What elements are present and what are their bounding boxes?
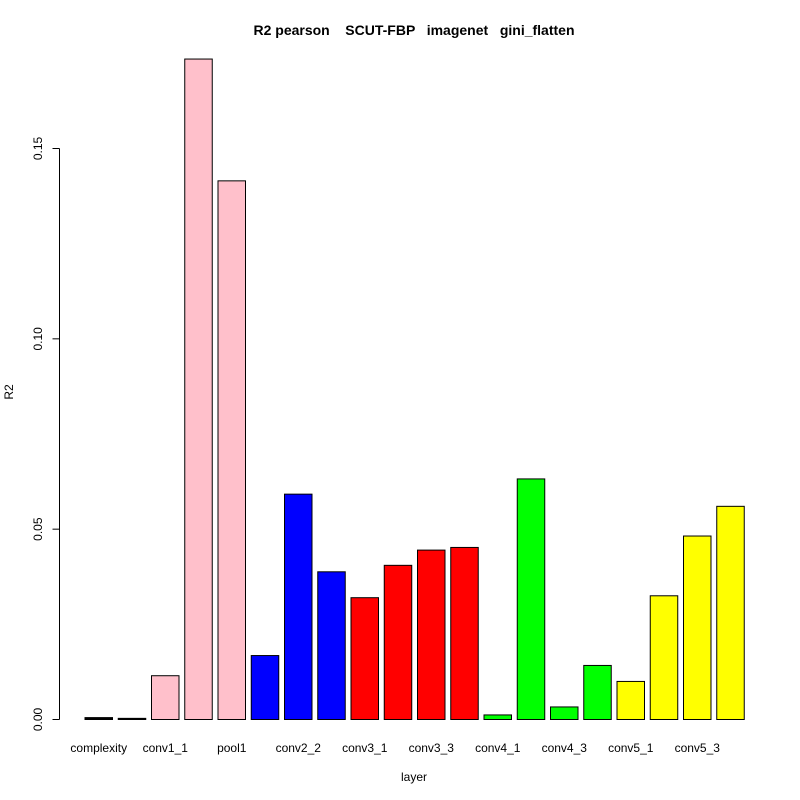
y-tick-label: 0.05 [31, 517, 45, 541]
bar [383, 564, 413, 721]
x-axis-label: layer [401, 770, 427, 784]
bar [184, 58, 213, 720]
bar [417, 549, 446, 720]
y-tick-label: 0.10 [31, 327, 45, 351]
bar [450, 546, 479, 720]
x-tick-label: conv3_3 [409, 741, 455, 755]
bar [250, 655, 280, 720]
bar [616, 680, 645, 721]
bar [284, 493, 313, 720]
bar [716, 505, 745, 720]
bar [317, 571, 346, 720]
x-tick-labels: complexity conv1_1 pool1 conv2_2 conv3_1 conv… [70, 741, 720, 755]
bar [550, 706, 579, 720]
x-tick-label: conv5_1 [608, 741, 654, 755]
chart-title: R2 pearson SCUT-FBP imagenet gini_flatte… [253, 22, 574, 38]
x-tick-label: conv1_1 [143, 741, 189, 755]
bar [151, 675, 180, 720]
bar [217, 180, 246, 720]
x-tick-label: conv5_3 [675, 741, 721, 755]
x-tick-label: pool1 [217, 741, 247, 755]
x-tick-label: conv2_2 [276, 741, 322, 755]
bar [649, 595, 679, 720]
bar [350, 597, 379, 720]
x-tick-label: conv4_3 [542, 741, 588, 755]
x-tick-label: complexity [70, 741, 127, 755]
bar [516, 478, 546, 720]
x-tick-label: conv3_1 [342, 741, 388, 755]
x-tick-label: conv4_1 [475, 741, 521, 755]
bar [483, 714, 512, 721]
y-axis: 0.00 0.05 0.10 0.15 [31, 136, 60, 731]
y-axis-label: R2 [2, 384, 16, 400]
y-tick-label: 0.00 [31, 707, 45, 731]
bar [117, 717, 147, 720]
bar [583, 664, 612, 720]
bar [84, 717, 113, 721]
bars [84, 58, 745, 721]
y-tick-label: 0.15 [31, 136, 45, 160]
bar [683, 535, 712, 721]
